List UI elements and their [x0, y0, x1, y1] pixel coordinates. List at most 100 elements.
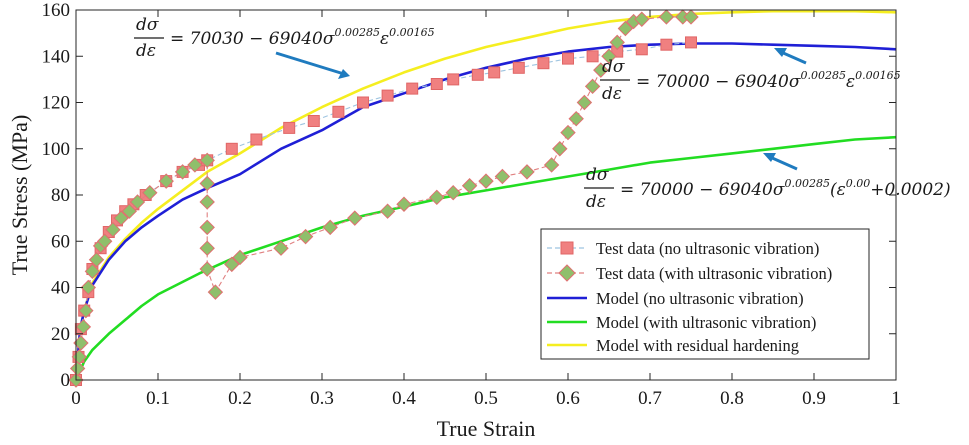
y-tick-label: 160 — [42, 0, 71, 21]
series-4-line — [74, 9, 897, 381]
series-1-point — [584, 78, 601, 95]
series-1-point — [224, 256, 240, 273]
x-tick-label: 0.8 — [720, 388, 744, 409]
annotations: dσ dε = 70030 − 69040σ0.00285ε0.00165 dσ… — [134, 15, 951, 212]
series-1-point — [80, 279, 97, 296]
eq-blue-body: = 70000 − 69040σ0.00285ε0.00165 — [636, 69, 901, 92]
series-1-point — [478, 173, 494, 189]
series-1-point — [232, 249, 248, 266]
series-1-point — [174, 164, 191, 180]
equation-yellow-model: dσ dε = 70030 − 69040σ0.00285ε0.00165 — [134, 15, 435, 61]
legend-marker-diamond — [558, 264, 576, 282]
series-0-point — [406, 82, 419, 95]
legend-label-test-no: Test data (no ultrasonic vibration) — [596, 239, 819, 258]
series-0-point — [488, 66, 501, 79]
series-1-point — [78, 302, 94, 319]
legend-item-test-no-vibration: Test data (no ultrasonic vibration) — [547, 239, 819, 258]
series-1-point — [445, 184, 461, 201]
eq-blue-frac-top: dσ — [602, 57, 625, 77]
series-0-point — [471, 68, 484, 81]
x-axis-title: True Strain — [437, 416, 536, 441]
series-0-point — [512, 61, 525, 74]
series-1-point — [568, 110, 584, 127]
series-0-point — [307, 115, 320, 127]
series-0-point — [357, 96, 369, 109]
series-1-point — [396, 196, 412, 212]
legend-marker-square — [560, 241, 574, 255]
eq-blue-exp2: 0.00165 — [855, 69, 901, 82]
series-0-point — [225, 142, 238, 155]
series-1-point — [273, 240, 289, 256]
series-1-point — [297, 228, 314, 245]
eq-green-exp1: 0.00285 — [784, 177, 830, 190]
y-tick-label: 20 — [51, 324, 70, 345]
legend-item-test-with-vibration: Test data (with ultrasonic vibration) — [547, 264, 832, 283]
arrow-yellow-shaft — [275, 51, 345, 76]
x-tick-label: 0.5 — [474, 388, 498, 409]
series-0-point — [537, 57, 550, 70]
series-1-point — [609, 34, 625, 51]
series-1-point — [593, 62, 609, 78]
series-1-point — [683, 9, 699, 25]
series-1-point — [519, 164, 535, 180]
series-1-point — [187, 157, 203, 173]
legend-item-model-no-vibration: Model (no ultrasonic vibration) — [547, 289, 804, 308]
series-0-point — [283, 121, 296, 134]
eq-yellow-rhs: = 70030 − 69040σ — [170, 29, 335, 49]
eq-blue-rhs: = 70000 − 69040σ — [636, 72, 801, 92]
eq-green-frac-top: dσ — [586, 165, 609, 185]
series-0-point — [250, 133, 263, 146]
series-1-point — [552, 141, 568, 157]
y-tick-label: 100 — [42, 139, 71, 160]
y-tick-label: 0 — [61, 370, 71, 391]
series-1-point — [142, 184, 158, 201]
legend-item-model-with-vibration: Model (with ultrasonic vibration) — [547, 313, 816, 332]
legend: Test data (no ultrasonic vibration) Test… — [540, 228, 870, 360]
x-tick-label: 0.2 — [228, 388, 252, 409]
axes: 0 0.1 0.2 0.3 0.4 0.5 0.6 0.7 0.8 0.9 1 0 20 40 60 80 10… — [7, 0, 901, 441]
y-tick-label: 140 — [42, 46, 71, 67]
series-1-point — [199, 240, 215, 256]
eq-green-tail: +0.0002) — [870, 180, 950, 200]
series-0-point — [332, 105, 345, 118]
legend-label-model-no: Model (no ultrasonic vibration) — [596, 289, 804, 308]
series-1-point — [429, 189, 445, 206]
arrow-green-shaft — [769, 155, 798, 171]
series-0-point — [586, 50, 599, 63]
series-1-point — [494, 168, 511, 185]
series-1-point — [199, 152, 215, 169]
series-1-point — [84, 263, 101, 280]
series-0-point — [447, 73, 460, 86]
eq-blue-mid: ε — [846, 72, 855, 92]
series-1-point — [121, 203, 138, 219]
eq-green-frac-bottom: dε — [586, 192, 606, 212]
eq-yellow-exp1: 0.00285 — [334, 26, 380, 39]
eq-yellow-body: = 70030 − 69040σ0.00285ε0.00165 — [170, 26, 435, 49]
eq-yellow-frac-bottom: dε — [136, 41, 156, 61]
x-tick-label: 0.9 — [802, 388, 826, 409]
eq-blue-exp1: 0.00285 — [800, 69, 846, 82]
legend-item-model-residual: Model with residual hardening — [547, 336, 799, 355]
x-tick-label: 0 — [71, 388, 81, 409]
series-1-point — [347, 210, 363, 226]
series-1-point — [461, 178, 478, 194]
equation-blue-model: dσ dε = 70000 − 69040σ0.00285ε0.00165 — [600, 57, 901, 104]
series-0-point — [381, 89, 394, 102]
eq-blue-frac-bottom: dε — [602, 84, 622, 104]
y-tick-label: 40 — [51, 278, 70, 299]
series-1-point — [69, 360, 86, 377]
arrow-yellow-head — [338, 69, 350, 79]
x-tick-label: 0.7 — [638, 388, 662, 409]
eq-green-rhs: = 70000 − 69040σ — [620, 180, 785, 200]
legend-box — [540, 228, 870, 360]
series-1-point — [88, 252, 105, 268]
eq-green-exp2: 0.00 — [846, 177, 871, 190]
series-1-point — [75, 319, 92, 335]
x-tick-label: 0.3 — [310, 388, 334, 409]
x-tick-label: 0.4 — [392, 388, 416, 409]
legend-label-model-with: Model (with ultrasonic vibration) — [596, 313, 816, 332]
series-1-point — [543, 157, 560, 173]
series-1-point — [158, 173, 174, 189]
